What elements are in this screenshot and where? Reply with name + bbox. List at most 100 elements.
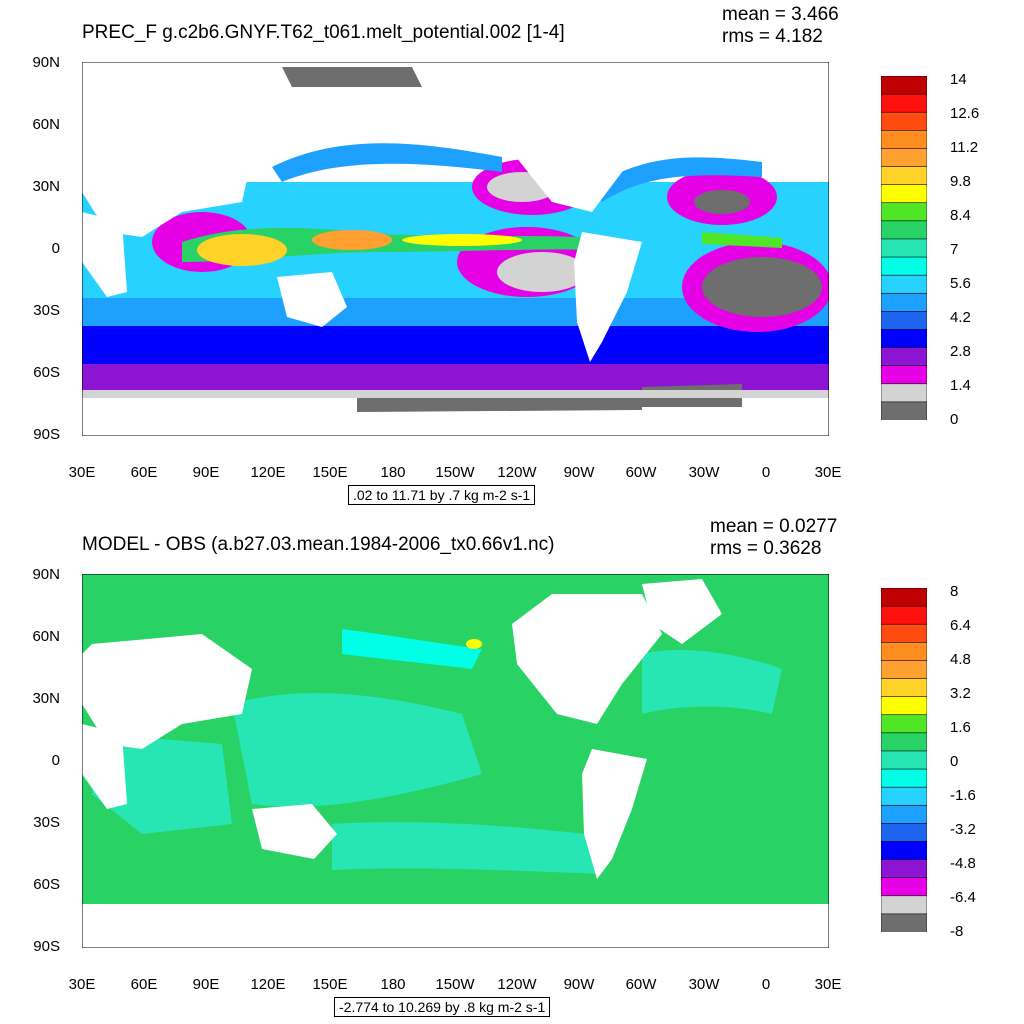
lon-label: 60E [130, 976, 158, 993]
tropical-pacific-anomaly [232, 693, 482, 807]
colorbar-swatch [881, 401, 927, 420]
difference-map-panel: MODEL - OBS (a.b27.03.mean.1984-2006_tx0… [0, 512, 1024, 1024]
colorbar-label: 2.8 [950, 343, 971, 360]
south-america-land [582, 749, 647, 879]
rms-stat: rms = 0.3628 [710, 538, 822, 559]
colorbar-label: -8 [950, 923, 964, 940]
rms-stat: rms = 4.182 [722, 26, 823, 47]
lat-label: 60S [33, 364, 60, 381]
north-atlantic-anomaly [642, 649, 782, 714]
colorbar-swatch [881, 750, 927, 770]
lon-label: 60E [130, 464, 158, 481]
colorbar-swatch [881, 859, 927, 879]
lat-label: 90N [32, 566, 60, 583]
colorbar-swatch [881, 166, 927, 186]
arctic-sea-ice [282, 67, 422, 87]
mean-stat: mean = 3.466 [722, 4, 839, 25]
lat-label: 60S [33, 876, 60, 893]
lat-label: 90S [33, 426, 60, 443]
lon-label: 30E [68, 464, 96, 481]
lon-label: 180 [380, 976, 406, 993]
colorbar-swatch [881, 238, 927, 258]
antarctica-land [82, 904, 829, 948]
lat-label: 30N [32, 690, 60, 707]
lon-label: 150W [435, 464, 475, 481]
colorbar-swatch [881, 823, 927, 843]
colorbar-swatch [881, 93, 927, 114]
colorbar-label: 14 [950, 71, 967, 88]
lat-label: 30S [33, 302, 60, 319]
lat-label: 60N [32, 116, 60, 133]
africa-land [82, 212, 127, 297]
colorbar-label: 0 [950, 411, 959, 428]
lon-label: 0 [761, 976, 771, 993]
positive-anomaly-spot [466, 639, 482, 649]
colorbar-swatch [881, 678, 927, 698]
colorbar-swatch [881, 895, 927, 915]
eurasia-land [82, 634, 252, 749]
colorbar-swatch [881, 877, 927, 897]
lat-label: 30S [33, 814, 60, 831]
colorbar-swatch [881, 913, 927, 932]
colorbar-swatch [881, 148, 927, 168]
colorbar-swatch [881, 130, 927, 150]
lon-label: 150E [312, 976, 348, 993]
lon-label: 30E [68, 976, 96, 993]
greenland-land [642, 67, 722, 132]
colorbar-label: -1.6 [950, 787, 976, 804]
lon-label: 90W [563, 976, 595, 993]
colorbar-label: 5.6 [950, 275, 971, 292]
colorbar-label: 3.2 [950, 685, 971, 702]
colorbar-swatch [881, 311, 927, 331]
precip-field-map [82, 62, 829, 436]
colorbar-swatch [881, 768, 927, 788]
australia-land [277, 272, 347, 327]
colorbar-label: -4.8 [950, 855, 976, 872]
southern-storm-band [82, 324, 829, 364]
north-pacific-storm-track [272, 143, 502, 182]
lon-label: 60W [625, 976, 657, 993]
lon-label: 120E [250, 464, 286, 481]
lat-label: 0 [51, 752, 60, 769]
map-title: MODEL - OBS (a.b27.03.mean.1984-2006_tx0… [82, 534, 555, 555]
lon-label: 120W [497, 464, 537, 481]
australia-land [252, 804, 337, 859]
lon-label: 150E [312, 464, 348, 481]
colorbar-label: 4.8 [950, 651, 971, 668]
lon-label: 90E [192, 464, 220, 481]
colorbar-swatch [881, 111, 927, 132]
lat-label: 0 [51, 240, 60, 257]
south-america-land [574, 232, 642, 362]
greenland-land [642, 579, 722, 644]
lon-label: 150W [435, 976, 475, 993]
lon-label: 30W [688, 976, 720, 993]
colorbar-swatch [881, 329, 927, 349]
colorbar [881, 76, 927, 420]
colorbar-swatch [881, 76, 927, 95]
colorbar-label: 7 [950, 241, 959, 258]
lon-label: 120E [250, 976, 286, 993]
colorbar-swatch [881, 220, 927, 240]
difference-field-map [82, 574, 829, 948]
north-america-land [502, 82, 662, 212]
contour-range-box: -2.774 to 10.269 by .8 kg m-2 s-1 [334, 997, 551, 1017]
colorbar-swatch [881, 804, 927, 825]
antarctic-margin [357, 394, 642, 412]
colorbar-swatch [881, 696, 927, 716]
colorbar-swatch [881, 714, 927, 734]
colorbar-swatch [881, 660, 927, 680]
lon-label: 90W [563, 464, 595, 481]
lon-label: 120W [497, 976, 537, 993]
mean-stat: mean = 0.0277 [710, 516, 838, 537]
lon-label: 30E [814, 464, 842, 481]
colorbar-label: 8 [950, 583, 959, 600]
colorbar-swatch [881, 732, 927, 752]
colorbar-swatch [881, 623, 927, 644]
colorbar-swatch [881, 184, 927, 204]
colorbar-label: 8.4 [950, 207, 971, 224]
eurasia-land [82, 122, 252, 237]
colorbar-swatch [881, 202, 927, 222]
colorbar-swatch [881, 588, 927, 607]
colorbar-swatch [881, 365, 927, 385]
colorbar-label: 4.2 [950, 309, 971, 326]
